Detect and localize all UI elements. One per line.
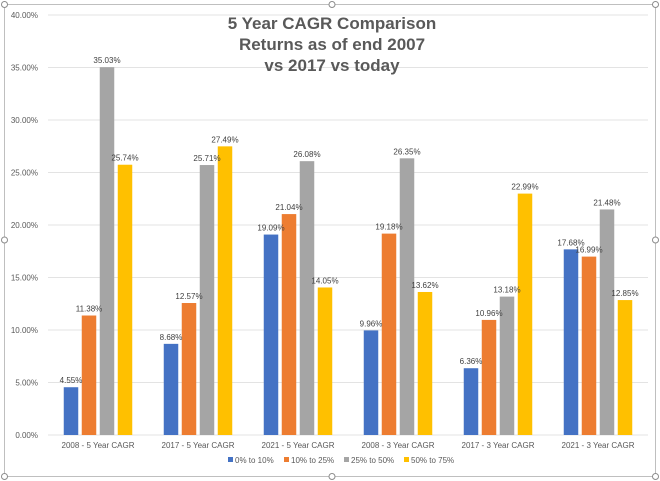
bar-50-to-75[interactable] bbox=[117, 164, 133, 436]
y-tick-label: 35.00% bbox=[11, 64, 38, 73]
category-label: 2008 - 3 Year CAGR bbox=[362, 441, 435, 450]
legend[interactable]: 0% to 10% 10% to 25% 25% to 50% 50% to 75% bbox=[228, 456, 454, 465]
category-label: 2017 - 3 Year CAGR bbox=[462, 441, 535, 450]
data-label: 22.99% bbox=[511, 183, 538, 192]
bar-10-to-25[interactable] bbox=[381, 233, 397, 435]
data-label: 19.09% bbox=[257, 224, 284, 233]
y-tick-label: 5.00% bbox=[15, 379, 38, 388]
bar-0-to-10[interactable] bbox=[163, 343, 179, 435]
legend-swatch bbox=[404, 457, 409, 462]
bar-25-to-50[interactable] bbox=[399, 158, 415, 435]
legend-label: 0% to 10% bbox=[235, 456, 274, 465]
y-tick-label: 20.00% bbox=[11, 221, 38, 230]
data-label: 27.49% bbox=[211, 135, 238, 144]
chart-title[interactable]: 5 Year CAGR Comparison Returns as of end… bbox=[228, 14, 436, 75]
bar-50-to-75[interactable] bbox=[617, 300, 633, 435]
legend-label: 50% to 75% bbox=[411, 456, 454, 465]
y-tick-label: 10.00% bbox=[11, 326, 38, 335]
legend-item[interactable]: 10% to 25% bbox=[284, 456, 334, 465]
data-label: 6.36% bbox=[460, 357, 483, 366]
data-label: 11.38% bbox=[76, 305, 103, 314]
y-tick-label: 40.00% bbox=[11, 11, 38, 20]
bar-25-to-50[interactable] bbox=[599, 209, 615, 435]
data-label: 9.96% bbox=[360, 319, 383, 328]
legend-label: 25% to 50% bbox=[351, 456, 394, 465]
bar-25-to-50[interactable] bbox=[199, 165, 215, 436]
resize-handle-top-right[interactable] bbox=[652, 1, 659, 8]
bar-50-to-75[interactable] bbox=[417, 291, 433, 435]
bar-10-to-25[interactable] bbox=[281, 214, 297, 435]
bar-50-to-75[interactable] bbox=[217, 146, 233, 436]
bar-0-to-10[interactable] bbox=[563, 249, 579, 435]
bar-10-to-25[interactable] bbox=[81, 315, 97, 435]
data-labels: 4.55% 11.38% 35.03% 25.74% 8.68% 12.57% 25.71%… bbox=[60, 56, 639, 385]
bar-0-to-10[interactable] bbox=[63, 387, 79, 435]
y-tick-label: 15.00% bbox=[11, 274, 38, 283]
bar-50-to-75[interactable] bbox=[317, 287, 333, 435]
plot-area bbox=[63, 67, 633, 436]
legend-swatch bbox=[344, 457, 349, 462]
legend-item[interactable]: 50% to 75% bbox=[404, 456, 454, 465]
data-label: 25.71% bbox=[193, 154, 220, 163]
y-tick-label: 0.00% bbox=[15, 431, 38, 440]
resize-handle-bottom-right[interactable] bbox=[652, 473, 659, 480]
category-label: 2008 - 5 Year CAGR bbox=[62, 441, 135, 450]
resize-handle-right[interactable] bbox=[652, 236, 659, 244]
y-tick-label: 30.00% bbox=[11, 116, 38, 125]
gridlines bbox=[48, 14, 648, 436]
data-label: 12.57% bbox=[175, 292, 202, 301]
title-line-3: vs 2017 vs today bbox=[264, 56, 400, 75]
legend-item[interactable]: 0% to 10% bbox=[228, 456, 274, 465]
data-label: 21.48% bbox=[593, 198, 620, 207]
data-label: 12.85% bbox=[611, 289, 638, 298]
bar-0-to-10[interactable] bbox=[363, 330, 379, 435]
data-label: 4.55% bbox=[60, 376, 83, 385]
bar-25-to-50[interactable] bbox=[299, 161, 315, 435]
y-axis: 0.00% 5.00% 10.00% 15.00% 20.00% 25.00% 30.00%… bbox=[11, 11, 38, 440]
bar-10-to-25[interactable] bbox=[481, 319, 497, 435]
data-label: 13.62% bbox=[411, 281, 438, 290]
title-line-2: Returns as of end 2007 bbox=[239, 35, 425, 54]
data-label: 8.68% bbox=[160, 333, 183, 342]
bar-0-to-10[interactable] bbox=[263, 234, 279, 435]
bar-10-to-25[interactable] bbox=[581, 256, 597, 435]
data-label: 10.96% bbox=[475, 309, 502, 318]
bar-0-to-10[interactable] bbox=[463, 368, 479, 435]
bar-25-to-50[interactable] bbox=[499, 296, 515, 435]
bar-50-to-75[interactable] bbox=[517, 193, 533, 435]
legend-swatch bbox=[284, 457, 289, 462]
data-label: 21.04% bbox=[275, 203, 302, 212]
data-label: 19.18% bbox=[375, 223, 402, 232]
category-label: 2021 - 3 Year CAGR bbox=[562, 441, 635, 450]
data-label: 26.08% bbox=[293, 150, 320, 159]
resize-handle-bottom-left[interactable] bbox=[1, 473, 8, 480]
legend-swatch bbox=[228, 457, 233, 462]
resize-handle-left[interactable] bbox=[1, 236, 8, 244]
data-label: 14.05% bbox=[311, 276, 338, 285]
resize-handle-top-left[interactable] bbox=[1, 1, 8, 8]
category-label: 2021 - 5 Year CAGR bbox=[262, 441, 335, 450]
title-line-1: 5 Year CAGR Comparison bbox=[228, 14, 436, 33]
data-label: 16.99% bbox=[575, 246, 602, 255]
legend-item[interactable]: 25% to 50% bbox=[344, 456, 394, 465]
y-tick-label: 25.00% bbox=[11, 169, 38, 178]
resize-handle-bottom[interactable] bbox=[328, 473, 336, 480]
category-label: 2017 - 5 Year CAGR bbox=[162, 441, 235, 450]
data-label: 26.35% bbox=[393, 147, 420, 156]
legend-label: 10% to 25% bbox=[291, 456, 334, 465]
data-label: 13.18% bbox=[493, 286, 520, 295]
data-label: 17.68% bbox=[557, 238, 584, 247]
bar-10-to-25[interactable] bbox=[181, 303, 197, 435]
data-label: 35.03% bbox=[93, 56, 120, 65]
resize-handle-top[interactable] bbox=[328, 1, 336, 8]
x-axis: 2008 - 5 Year CAGR 2017 - 5 Year CAGR 2021… bbox=[62, 441, 635, 450]
data-label: 25.74% bbox=[111, 154, 138, 163]
bar-25-to-50[interactable] bbox=[99, 67, 115, 435]
